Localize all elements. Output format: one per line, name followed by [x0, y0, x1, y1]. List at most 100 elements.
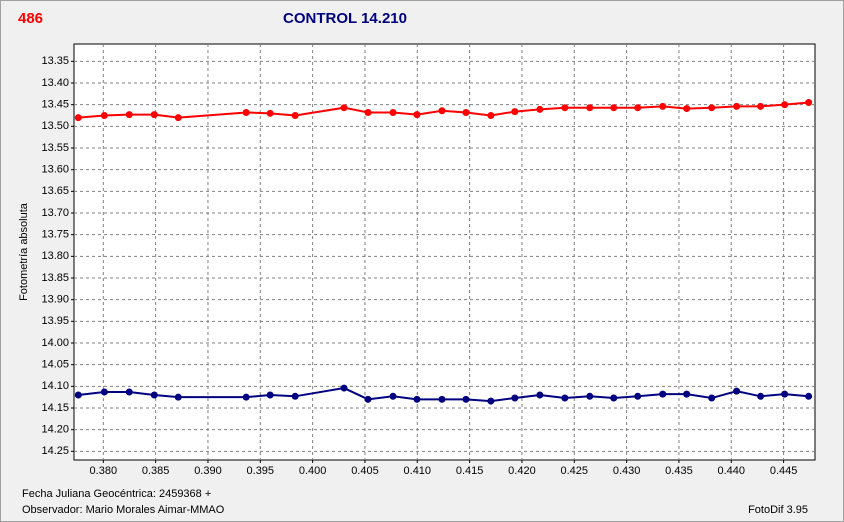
- data-point: [757, 392, 765, 400]
- data-point: [242, 108, 250, 116]
- data-point: [708, 104, 716, 112]
- y-tick-label: 13.40: [41, 77, 69, 89]
- x-tick-label: 0.425: [561, 465, 589, 477]
- x-tick-label: 0.400: [299, 465, 327, 477]
- data-point: [340, 104, 348, 112]
- data-point: [733, 387, 741, 395]
- data-point: [174, 114, 182, 122]
- x-tick-label: 0.445: [770, 465, 798, 477]
- x-tick-label: 0.420: [508, 465, 536, 477]
- data-point: [634, 392, 642, 400]
- data-point: [389, 392, 397, 400]
- data-point: [511, 394, 519, 402]
- y-tick-label: 14.20: [41, 424, 69, 436]
- data-point: [781, 390, 789, 398]
- data-point: [683, 105, 691, 113]
- data-point: [413, 395, 421, 403]
- y-tick-label: 13.90: [41, 294, 69, 306]
- x-tick-label: 0.405: [351, 465, 379, 477]
- badge: 486: [18, 10, 43, 27]
- data-point: [364, 395, 372, 403]
- data-point: [659, 390, 667, 398]
- y-tick-label: 13.70: [41, 207, 69, 219]
- data-point: [150, 391, 158, 399]
- data-point: [100, 112, 108, 119]
- data-point: [586, 392, 594, 400]
- data-point: [150, 111, 158, 119]
- data-point: [805, 392, 813, 400]
- x-axis-label: Fecha Juliana Geocéntrica: 2459368 +: [22, 488, 211, 500]
- x-tick-label: 0.410: [404, 465, 432, 477]
- y-tick-label: 13.45: [41, 99, 69, 111]
- series-line: [78, 101, 809, 119]
- data-point: [438, 107, 446, 115]
- observer: Observador: Mario Morales Aimar-MMAO: [22, 504, 225, 516]
- y-tick-label: 14.25: [41, 445, 69, 457]
- data-point: [487, 112, 495, 119]
- y-axis-label: Fotometría absoluta: [18, 202, 30, 301]
- data-point: [100, 388, 108, 396]
- data-point: [683, 390, 691, 398]
- data-point: [733, 102, 741, 110]
- data-point: [242, 393, 250, 401]
- y-tick-label: 13.80: [41, 250, 69, 262]
- data-point: [125, 111, 133, 119]
- data-point: [610, 104, 618, 112]
- data-point: [125, 388, 133, 396]
- data-point: [586, 104, 594, 112]
- data-point: [659, 102, 667, 110]
- x-tick-label: 0.390: [194, 465, 222, 477]
- data-point: [634, 104, 642, 112]
- data-point: [364, 108, 372, 116]
- data-point: [536, 391, 544, 399]
- data-point: [291, 392, 299, 400]
- data-point: [708, 394, 716, 402]
- y-tick-label: 13.75: [41, 229, 69, 241]
- x-tick-label: 0.415: [456, 465, 484, 477]
- data-point: [462, 395, 470, 403]
- data-point: [266, 109, 274, 117]
- data-point: [805, 99, 813, 106]
- y-tick-label: 14.00: [41, 337, 69, 349]
- y-tick-label: 14.10: [41, 380, 69, 392]
- data-point: [413, 111, 421, 119]
- data-point: [389, 108, 397, 116]
- y-tick-label: 13.85: [41, 272, 69, 284]
- data-point: [487, 397, 495, 405]
- y-tick-label: 13.95: [41, 315, 69, 327]
- data-point: [561, 104, 569, 112]
- data-point: [340, 384, 348, 392]
- data-point: [536, 105, 544, 113]
- data-point: [561, 394, 569, 402]
- y-tick-label: 14.05: [41, 359, 69, 371]
- data-point: [174, 393, 182, 401]
- y-tick-label: 13.65: [41, 185, 69, 197]
- data-point: [781, 101, 789, 109]
- plot-area: [73, 43, 816, 461]
- series-line: [78, 387, 809, 403]
- x-tick-label: 0.430: [613, 465, 641, 477]
- software: FotoDif 3.95: [748, 504, 808, 516]
- data-point: [462, 108, 470, 116]
- x-tick-label: 0.440: [718, 465, 746, 477]
- x-tick-label: 0.395: [247, 465, 275, 477]
- data-point: [438, 395, 446, 403]
- x-tick-label: 0.385: [142, 465, 170, 477]
- data-point: [757, 102, 765, 110]
- y-tick-label: 13.55: [41, 142, 69, 154]
- data-point: [74, 391, 82, 399]
- y-tick-label: 14.15: [41, 402, 69, 414]
- y-tick-label: 13.50: [41, 120, 69, 132]
- data-point: [610, 394, 618, 402]
- y-tick-label: 13.35: [41, 55, 69, 67]
- chart-title: CONTROL 14.210: [283, 10, 407, 27]
- data-point: [291, 112, 299, 119]
- x-tick-label: 0.435: [665, 465, 693, 477]
- y-tick-label: 13.60: [41, 164, 69, 176]
- data-point: [74, 114, 82, 122]
- data-point: [266, 391, 274, 399]
- x-tick-label: 0.380: [90, 465, 118, 477]
- data-point: [511, 108, 519, 116]
